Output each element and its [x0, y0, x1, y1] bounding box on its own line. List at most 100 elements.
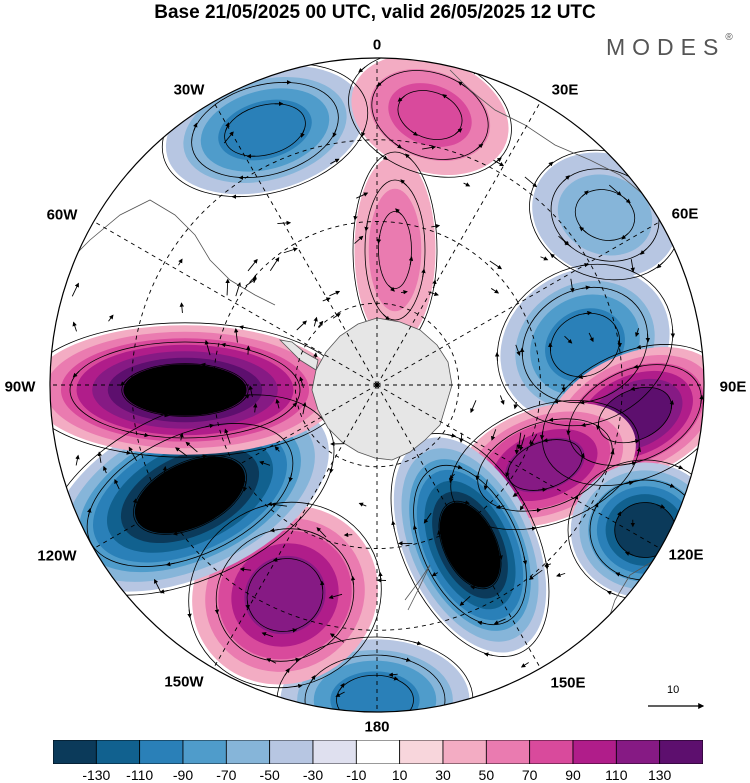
streamline-loop	[121, 363, 249, 417]
wind-arrow	[233, 327, 239, 343]
longitude-label-30w: 30W	[173, 81, 205, 99]
wind-arrow	[528, 569, 543, 580]
wind-arrow	[630, 259, 635, 273]
streamline-arrow	[329, 464, 334, 474]
wind-arrow	[259, 460, 271, 466]
reference-vector-label: 10	[667, 684, 680, 696]
wind-arrow	[588, 332, 594, 343]
streamline-arrow	[563, 175, 570, 182]
wind-arrow	[175, 447, 188, 457]
streamline-arrow	[606, 590, 616, 595]
wind-arrow	[608, 184, 622, 196]
wind-arrow	[431, 223, 441, 229]
streamline-arrow	[666, 483, 675, 488]
streamline-arrow	[339, 682, 345, 691]
streamline-arrow	[630, 386, 640, 391]
streamline-arrow	[159, 589, 169, 594]
wind-arrow	[635, 328, 640, 337]
wind-arrow	[204, 339, 211, 356]
streamline-loop	[224, 103, 306, 157]
streamline-arrow	[674, 465, 684, 470]
streamline-arrow	[389, 676, 399, 681]
colorbar-bin	[485, 740, 531, 764]
wind-arrow	[358, 502, 367, 507]
streamline-arrow	[242, 394, 250, 401]
colorbar-bin	[529, 740, 574, 764]
streamline-arrow	[225, 122, 230, 131]
streamline-arrow	[581, 190, 589, 197]
streamline-loop	[397, 90, 463, 140]
wind-arrow	[524, 176, 538, 188]
meridian-line	[213, 101, 378, 386]
streamline-arrow	[527, 526, 537, 531]
meridian-line	[213, 384, 378, 669]
wind-arrow	[513, 401, 518, 410]
streamline-arrow	[573, 494, 578, 503]
streamline-arrow	[288, 473, 293, 483]
streamline-arrow	[132, 498, 138, 508]
streamline-arrow	[595, 421, 601, 431]
streamline-arrow	[87, 507, 92, 517]
modes-logo: MODES®	[606, 32, 733, 61]
wind-arrow	[154, 578, 162, 594]
streamline-arrow	[581, 285, 591, 290]
coastlines	[59, 69, 704, 712]
colorbar-bin	[659, 740, 703, 764]
streamline-arrow	[580, 262, 589, 268]
streamline-arrow	[621, 233, 629, 240]
wind-arrow	[72, 321, 77, 332]
wind-arrow	[470, 400, 477, 414]
streamline-arrow	[505, 468, 510, 478]
streamline-loop	[378, 211, 412, 289]
wind-arrow	[495, 504, 505, 510]
wind-arrow	[274, 446, 280, 452]
wind-arrow	[166, 389, 172, 398]
wind-arrow	[564, 335, 573, 344]
streamline-loop	[438, 500, 502, 590]
streamline-arrow	[461, 725, 465, 732]
colorbar-bin	[355, 740, 401, 764]
longitude-label-90w: 90W	[4, 378, 36, 396]
wind-arrow	[520, 662, 529, 668]
wind-arrow	[103, 465, 108, 474]
colorbar-bin	[269, 740, 314, 764]
longitude-label-120w: 120W	[37, 547, 77, 565]
streamline-arrow	[72, 370, 80, 378]
streamline-arrow	[402, 657, 411, 662]
streamline-arrow	[435, 718, 439, 725]
streamline-loop	[188, 501, 382, 689]
anomaly-contour-low-50e	[557, 174, 653, 256]
streamline-arrow	[538, 487, 548, 492]
antarctica-landmass	[311, 317, 453, 461]
streamline-arrow	[400, 179, 407, 186]
anomaly-contour-low-115w	[134, 456, 246, 534]
colorbar-bin	[225, 740, 271, 764]
streamline-arrow	[221, 342, 230, 348]
wind-arrow	[431, 571, 439, 577]
colorbar-bin	[312, 740, 357, 764]
streamline-arrow	[310, 675, 316, 683]
wind-arrow	[530, 434, 538, 446]
streamline-arrow	[172, 531, 182, 536]
streamline-arrow	[630, 439, 640, 444]
wind-arrow	[558, 235, 570, 246]
streamline-arrow	[470, 585, 479, 590]
wind-arrow	[422, 145, 437, 150]
wind-arrow	[493, 618, 506, 625]
south-pole-marker	[374, 382, 380, 388]
wind-arrow	[225, 278, 230, 296]
streamline-arrow	[615, 572, 624, 577]
graticule	[50, 58, 704, 712]
wind-arrow	[330, 158, 340, 165]
colorbar	[53, 740, 703, 764]
wind-arrow	[178, 258, 183, 266]
longitude-label-150e: 150E	[550, 674, 586, 692]
antarctic-peninsula	[278, 339, 319, 371]
longitude-label-150w: 150W	[164, 673, 204, 691]
streamline-arrow	[623, 197, 631, 204]
wind-arrow	[261, 632, 274, 638]
streamline-arrow	[633, 364, 643, 369]
streamline-loop	[364, 179, 426, 321]
longitude-label-120e: 120E	[668, 546, 704, 564]
streamline-arrow	[699, 394, 704, 404]
